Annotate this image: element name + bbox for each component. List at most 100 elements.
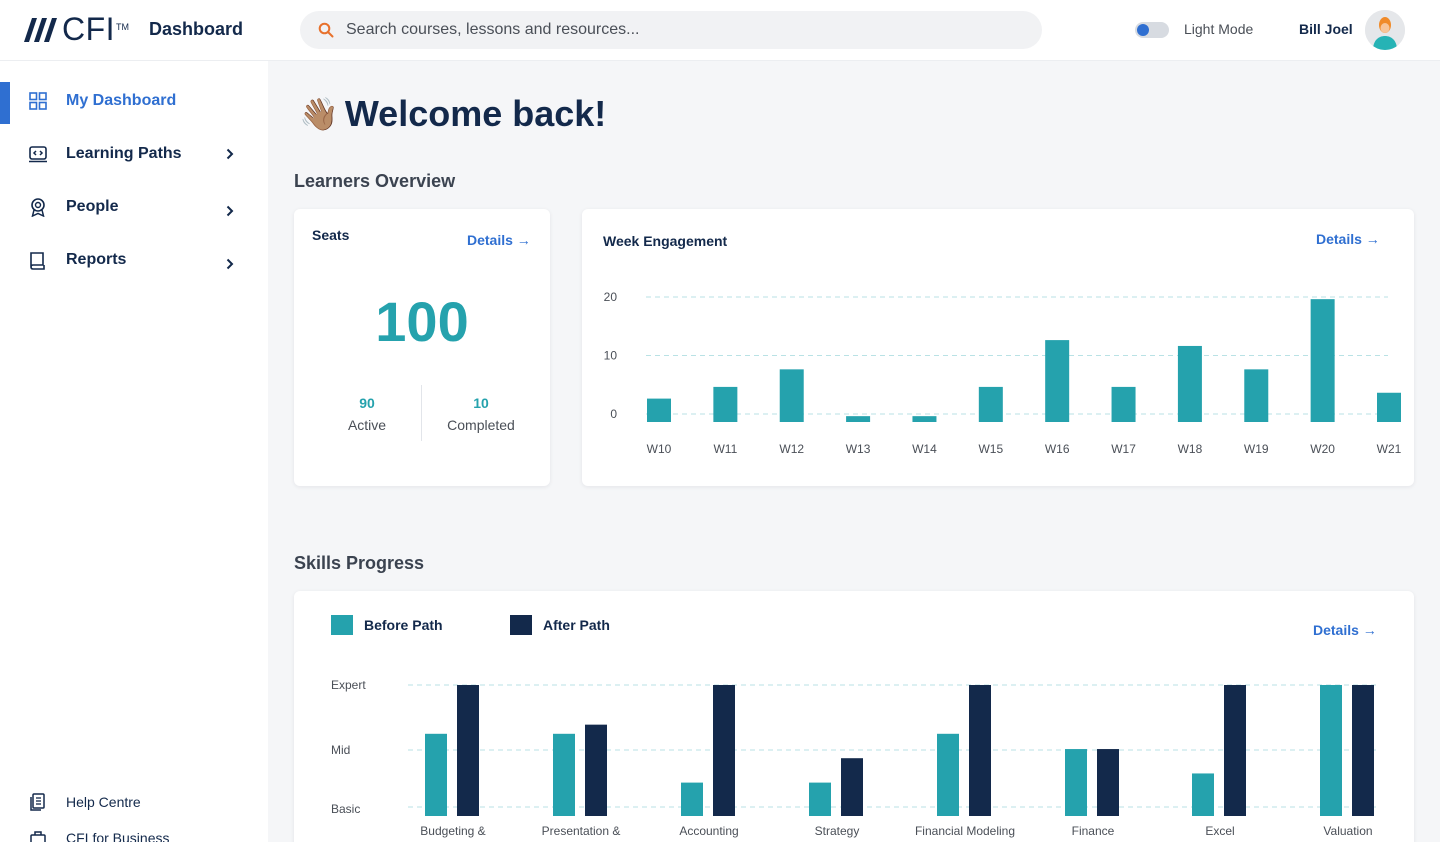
seats-details-link[interactable]: Details → [467,232,531,248]
document-icon [30,793,45,811]
bar-w13 [846,416,871,422]
legend-swatch-before [331,615,353,635]
chevron-right-icon [226,258,234,270]
y-tick-label: Expert [331,678,366,692]
completed-stat: 10 Completed [426,395,536,433]
bar-before-path [1320,685,1342,816]
active-stat: 90 Active [312,395,422,433]
bar-after-path [1352,685,1374,816]
skills-details-link[interactable]: Details → [1313,622,1377,638]
search-bar[interactable] [300,11,1042,49]
week-engagement-card: Week Engagement Details → 0 10 20 W10 W11 W12… [582,209,1414,486]
bar-before-path [553,733,575,816]
bar-after-path [1097,749,1119,816]
search-input[interactable] [346,21,996,39]
week-engagement-chart: 0 10 20 W10 W11 W12 W13 W14 W15 W16 W17 W18 W19 W20 W2… [604,290,1402,456]
bar-w15 [978,386,1003,422]
toggle-knob [1137,24,1149,36]
x-tick-label: Financial Modeling [915,824,1015,838]
sidebar-item-reports[interactable]: Reports [0,238,268,282]
x-tick-label: Valuation [1323,824,1372,838]
y-tick-label: 0 [610,407,617,421]
sidebar-footer-cfi-for-business[interactable]: CFI for Business [0,824,268,842]
x-tick-label: W15 [978,442,1003,456]
bar-w11 [713,386,738,422]
x-tick-label: W19 [1244,442,1269,456]
x-tick-label: W17 [1111,442,1136,456]
cfi-logo[interactable]: CFI TM [22,13,130,45]
bar-before-path [1192,773,1214,816]
sidebar-item-label: People [66,198,119,215]
x-tick-label: Presentation & [542,824,621,838]
active-value: 90 [359,395,375,411]
x-tick-label: Strategy [815,824,860,838]
stat-divider [421,385,422,441]
bar-before-path [1065,749,1087,816]
sidebar-item-my-dashboard[interactable]: My Dashboard [0,79,268,123]
sidebar-item-label: My Dashboard [66,92,177,109]
bar-after-path [841,758,863,816]
legend-after-path: After Path [510,615,610,635]
path-icon [29,146,47,163]
sidebar-footer-help-centre[interactable]: Help Centre [0,788,268,816]
bar-before-path [937,733,959,816]
skills-progress-card: Before Path After Path Details → Basic Mi… [294,591,1414,842]
bar-w17 [1111,386,1136,422]
app-title: Dashboard [149,19,244,39]
chevron-right-icon [226,205,234,217]
bar-before-path [809,782,831,816]
x-tick-label: W21 [1377,442,1402,456]
active-indicator [0,82,10,124]
mode-label: Light Mode [1184,21,1254,37]
bar-after-path [1224,685,1246,816]
seats-total: 100 [375,290,469,353]
learners-overview-title: Learners Overview [294,171,456,191]
bar-after-path [457,685,479,816]
completed-value: 10 [473,395,489,411]
x-tick-label: W14 [912,442,937,456]
bar-after-path [969,685,991,816]
bar-w14 [912,416,937,422]
x-tick-label: W11 [713,442,737,456]
user-name[interactable]: Bill Joel [1299,21,1353,37]
bar-w18 [1177,345,1202,422]
sidebar: My Dashboard Learning Paths People Repor… [0,60,268,842]
seats-card: Seats Details → 100 90 Active 10 Complet… [294,209,550,486]
cfi-for-business-label: CFI for Business [66,830,170,842]
logo-mark-icon [24,18,57,42]
x-tick-label: Excel [1205,824,1234,838]
badge-icon [31,198,45,217]
x-tick-label: W18 [1178,442,1203,456]
bar-w19 [1244,369,1269,422]
x-tick-label: W12 [779,442,804,456]
bar-w21 [1377,392,1401,422]
completed-label: Completed [447,417,515,433]
chevron-right-icon [226,148,234,160]
x-tick-label: W16 [1045,442,1070,456]
help-centre-label: Help Centre [66,794,141,810]
light-mode-toggle[interactable] [1135,22,1169,38]
legend-swatch-after [510,615,532,635]
book-icon [30,252,45,270]
page-title: Welcome back! [344,93,607,134]
y-tick-label: Mid [331,743,350,757]
sidebar-item-people[interactable]: People [0,185,268,229]
y-tick-label: 20 [604,290,618,304]
bar-w12 [779,369,804,422]
bar-w20 [1310,299,1335,422]
x-tick-label: W10 [647,442,672,456]
engagement-details-link[interactable]: Details → [1316,231,1380,247]
search-icon [318,22,334,38]
avatar[interactable] [1365,10,1405,50]
bar-before-path [425,733,447,816]
seats-card-title: Seats [312,227,350,243]
briefcase-icon [30,831,46,842]
sidebar-item-learning-paths[interactable]: Learning Paths [0,132,268,176]
skills-progress-title: Skills Progress [294,553,425,573]
bar-w16 [1045,340,1070,422]
user-avatar-icon [1365,10,1405,50]
x-tick-label: Finance [1072,824,1115,838]
legend-before-path: Before Path [331,615,443,635]
logo-trademark: TM [116,22,130,32]
x-tick-label: Accounting [679,824,738,838]
